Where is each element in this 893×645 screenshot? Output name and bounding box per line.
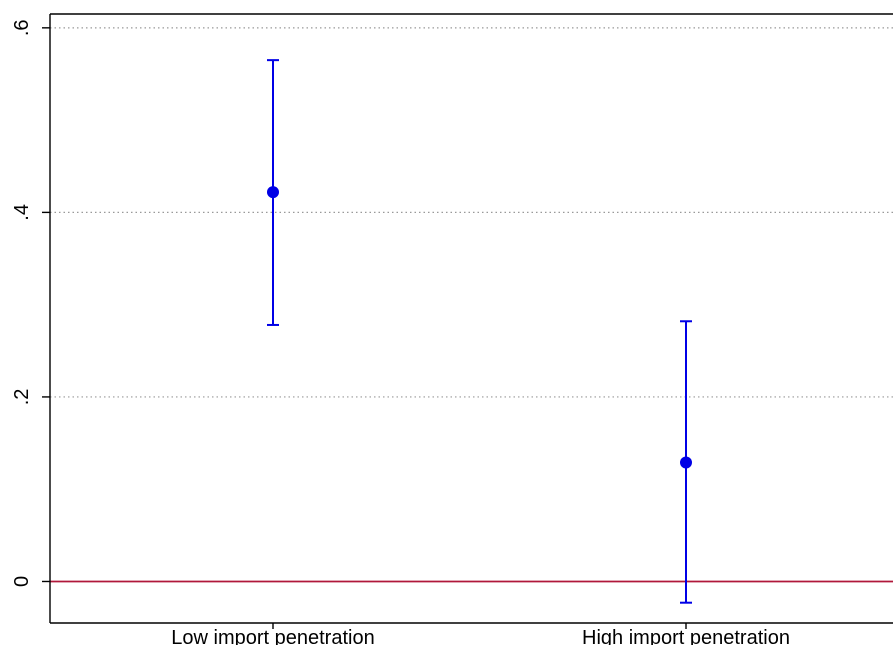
x-tick-label-0: Low import penetration: [171, 627, 374, 645]
y-tick-label-0: 0: [11, 576, 33, 587]
y-tick-label-2: .4: [11, 204, 33, 221]
grid-lines: [50, 27, 893, 398]
point-estimate-1: [680, 456, 692, 469]
x-axis: Low import penetration High import penetr…: [171, 623, 790, 645]
series-estimates: [267, 59, 692, 604]
plot-frame-group: [49, 13, 893, 624]
y-tick-label-1: .2: [11, 389, 33, 406]
x-tick-label-1: High import penetration: [582, 627, 790, 645]
y-axis: 0 .2 .4 .6: [11, 19, 50, 587]
y-tick-label-3: .6: [11, 19, 33, 36]
point-estimate-0: [267, 186, 279, 199]
